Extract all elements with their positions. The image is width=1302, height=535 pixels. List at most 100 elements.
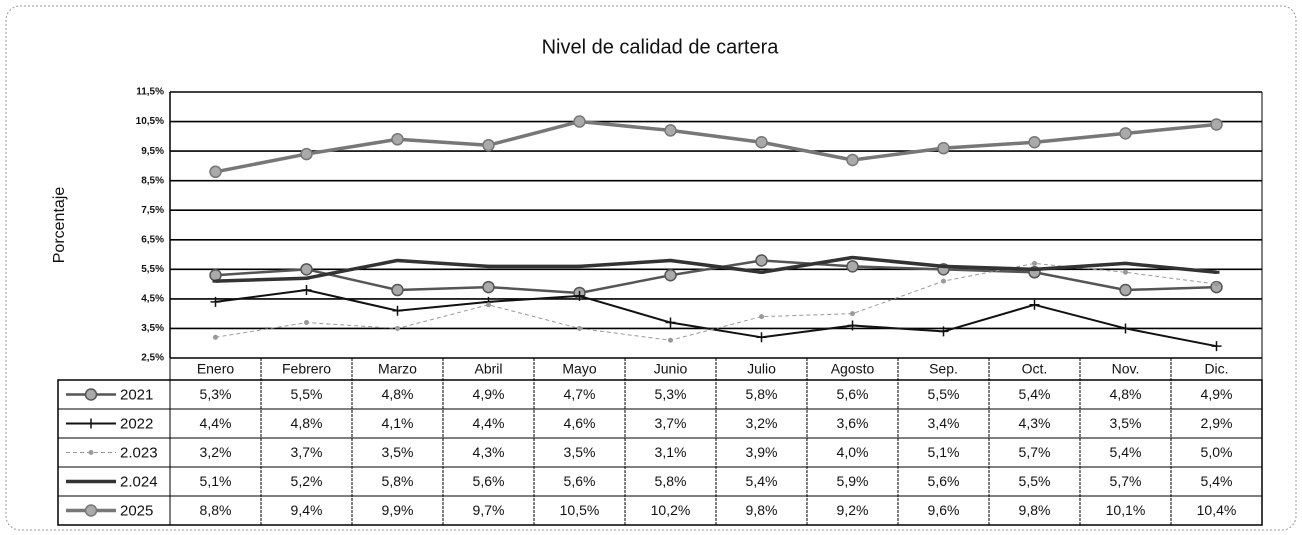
y-tick-label: 5,5% [141,264,164,275]
data-label: 4,4% [200,415,232,431]
data-label: 8,8% [200,502,232,518]
data-label: 5,6% [564,473,596,489]
data-label: 10,4% [1197,502,1237,518]
point [849,256,856,260]
data-label: 5,1% [200,473,232,489]
y-tick-label: 10,5% [136,116,164,127]
point [850,311,855,317]
data-label: 5,4% [1019,386,1051,402]
data-label: 5,9% [837,473,869,489]
point [755,135,768,149]
data-label: 9,8% [1019,502,1051,518]
point [1122,261,1129,265]
point [938,326,949,337]
legend-label: 2.024 [120,473,158,490]
point [756,332,767,343]
y-tick-label: 9,5% [141,146,164,157]
y-tick-label: 8,5% [141,175,164,186]
point [209,268,222,282]
x-tick-label: Dic. [1204,361,1228,377]
point [1031,267,1038,271]
data-label: 5,8% [655,473,687,489]
point [300,147,313,161]
data-label: 3,2% [746,415,778,431]
point [304,320,309,326]
data-label: 4,7% [564,386,596,402]
point [1214,281,1219,287]
data-label: 5,3% [655,386,687,402]
y-tick-label: 4,5% [141,294,164,305]
data-label: 10,2% [651,502,691,518]
data-label: 5,7% [1110,473,1142,489]
x-tick-label: Marzo [378,361,417,377]
data-label: 10,5% [560,502,600,518]
data-label: 5,1% [928,444,960,460]
point [940,264,947,268]
point [665,317,676,328]
point [486,302,491,308]
point [1213,270,1220,274]
point [573,115,586,128]
point [212,279,219,283]
data-label: 3,6% [837,415,869,431]
data-label: 5,4% [746,473,778,489]
data-label: 5,4% [1201,473,1233,489]
data-label: 5,5% [291,386,323,402]
x-tick-label: Mayo [562,361,596,377]
point [86,418,96,429]
legend-label: 2021 [120,386,153,403]
data-label: 5,6% [837,386,869,402]
point [1211,341,1222,352]
series-line [215,289,1217,348]
point [941,278,946,284]
data-label: 3,2% [200,444,232,460]
point [1210,280,1223,294]
data-label: 4,3% [473,444,505,460]
point [84,504,98,517]
x-tick-label: Sep. [929,361,958,377]
chart-title: Nivel de calidad de cartera [542,36,780,58]
point [391,283,404,297]
point [303,276,310,280]
point [847,320,858,331]
x-tick-label: Agosto [831,361,875,377]
data-label: 5,3% [200,386,232,402]
data-label: 4,0% [837,444,869,460]
data-label: 5,0% [1201,444,1233,460]
data-label: 9,7% [473,502,505,518]
point [574,290,585,301]
point [576,264,583,268]
data-label: 5,7% [1019,444,1051,460]
point [755,254,768,267]
x-tick-label: Abril [474,361,502,377]
x-tick-label: Enero [197,361,235,377]
point [84,388,98,401]
point [846,153,859,167]
data-label: 9,6% [928,502,960,518]
point [300,263,313,276]
point [1029,299,1040,310]
data-label: 3,5% [382,444,414,460]
data-label: 4,1% [382,415,414,431]
x-tick-label: Nov. [1112,361,1140,377]
point [1210,118,1223,131]
frame [5,5,1297,531]
data-label: 3,7% [291,444,323,460]
point [88,480,94,483]
point [846,260,859,273]
point [937,141,950,155]
point [395,325,400,331]
y-tick-label: 11,5% [136,87,164,98]
data-label: 9,4% [291,502,323,518]
point [1119,127,1132,140]
y-tick-label: 2,5% [141,353,164,364]
data-label: 3,1% [655,444,687,460]
data-label: 9,9% [382,502,414,518]
point [482,280,495,294]
data-label: 3,5% [564,444,596,460]
data-label: 4,9% [1201,386,1233,402]
point [1032,260,1037,266]
data-label: 4,8% [382,386,414,402]
data-label: 3,9% [746,444,778,460]
